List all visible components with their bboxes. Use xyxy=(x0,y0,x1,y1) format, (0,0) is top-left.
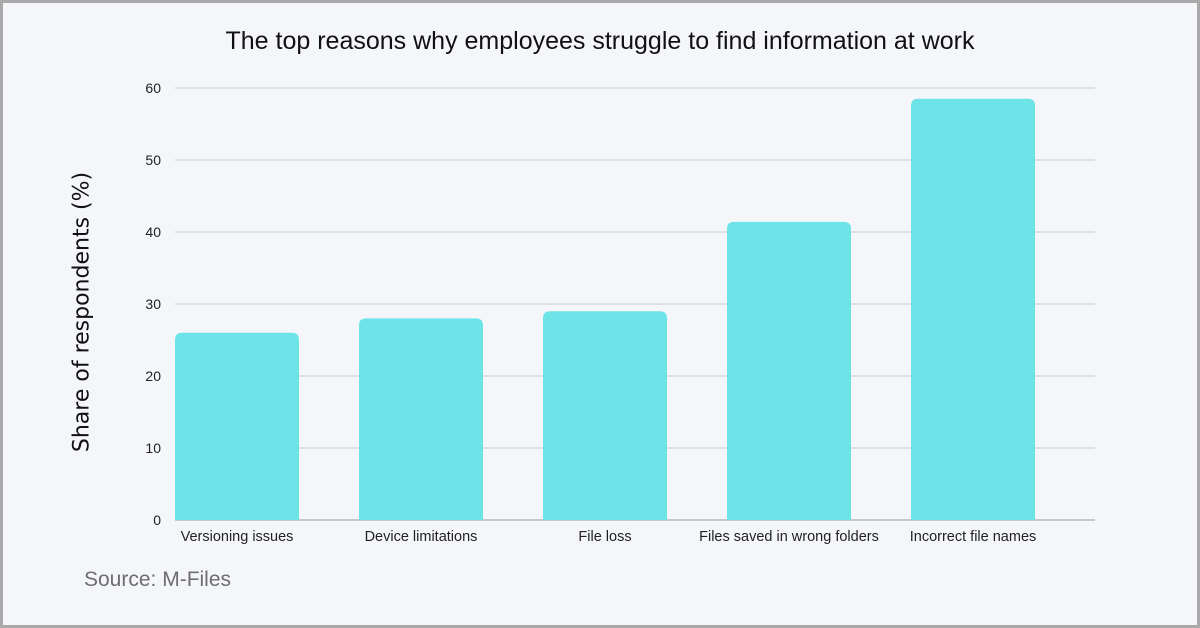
x-tick-label: Incorrect file names xyxy=(910,529,1037,545)
chart-title: The top reasons why employees struggle t… xyxy=(225,27,975,55)
y-tick-label: 20 xyxy=(145,368,161,384)
x-tick-label: Versioning issues xyxy=(181,529,294,545)
bar xyxy=(911,98,1035,521)
y-tick-label: 50 xyxy=(145,152,161,168)
bars xyxy=(175,98,1035,521)
x-tick-label: Files saved in wrong folders xyxy=(699,529,879,545)
x-tick-label: Device limitations xyxy=(365,529,478,545)
source-note: Source: M-Files xyxy=(84,568,232,591)
bar xyxy=(359,318,483,520)
y-tick-label: 10 xyxy=(145,440,161,456)
y-tick-label: 0 xyxy=(153,512,161,528)
y-tick-labels: 0 10 20 30 40 50 60 xyxy=(145,80,161,528)
bar xyxy=(727,221,851,521)
y-tick-label: 60 xyxy=(145,80,161,96)
y-tick-label: 40 xyxy=(145,224,161,240)
x-tick-labels: Versioning issues Device limitations File … xyxy=(181,529,1037,545)
x-tick-label: File loss xyxy=(578,529,631,545)
bar xyxy=(175,332,299,520)
y-tick-label: 30 xyxy=(145,296,161,312)
bar xyxy=(543,311,667,520)
